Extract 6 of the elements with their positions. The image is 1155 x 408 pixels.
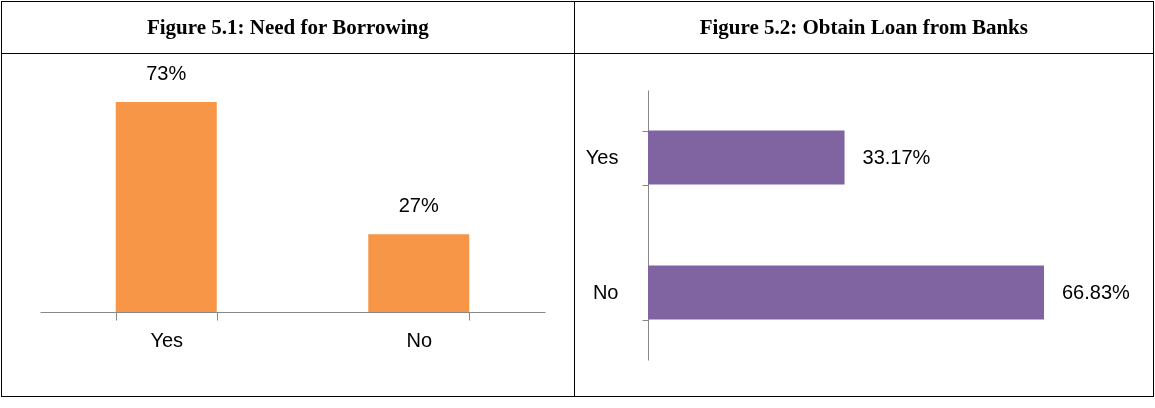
- data-label: 66.83%: [1061, 280, 1130, 303]
- chart-title: Figure 5.1: Need for Borrowing: [1, 1, 575, 54]
- data-label: 27%: [398, 194, 439, 217]
- data-label: 73%: [146, 62, 187, 84]
- data-label: 33.17%: [862, 145, 931, 168]
- chart-title: Figure 5.2: Obtain Loan from Banks: [574, 1, 1154, 54]
